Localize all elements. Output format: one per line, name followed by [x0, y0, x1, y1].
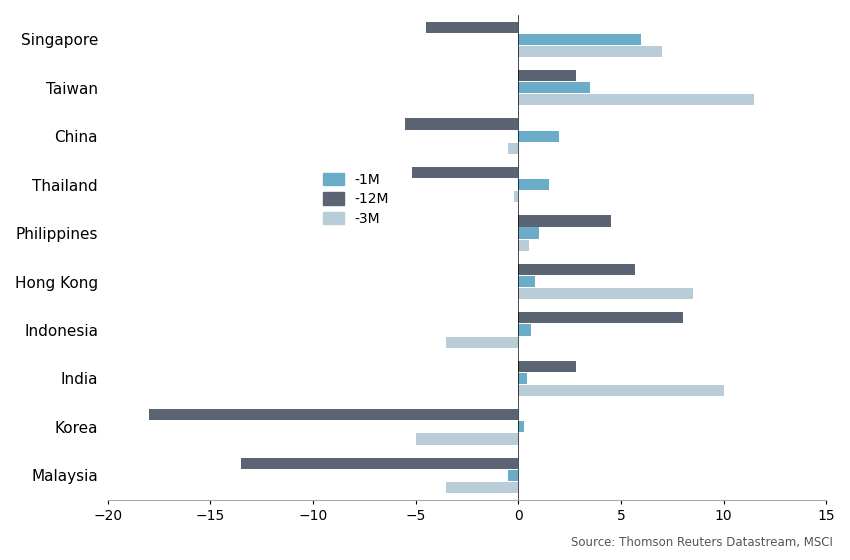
Bar: [518, 276, 535, 287]
Bar: [518, 130, 559, 142]
Bar: [508, 143, 518, 154]
Bar: [241, 458, 518, 469]
Bar: [518, 70, 575, 81]
Bar: [518, 179, 549, 190]
Bar: [405, 119, 518, 129]
Bar: [518, 46, 662, 57]
Bar: [514, 191, 518, 202]
Bar: [518, 361, 575, 372]
Bar: [518, 94, 754, 105]
Bar: [518, 34, 642, 45]
Bar: [518, 385, 723, 396]
Bar: [518, 216, 610, 226]
Bar: [518, 264, 635, 275]
Bar: [149, 409, 518, 421]
Bar: [518, 240, 529, 251]
Bar: [518, 373, 526, 384]
Bar: [446, 337, 518, 348]
Bar: [518, 227, 539, 239]
Bar: [518, 312, 683, 324]
Bar: [416, 433, 518, 445]
Bar: [446, 482, 518, 493]
Bar: [518, 421, 524, 432]
Bar: [518, 324, 530, 335]
Bar: [508, 470, 518, 481]
Bar: [426, 21, 518, 32]
Text: Source: Thomson Reuters Datastream, MSCI: Source: Thomson Reuters Datastream, MSCI: [571, 536, 833, 549]
Bar: [518, 288, 693, 299]
Bar: [411, 167, 518, 178]
Bar: [518, 82, 590, 94]
Legend: -1M, -12M, -3M: -1M, -12M, -3M: [316, 166, 396, 232]
